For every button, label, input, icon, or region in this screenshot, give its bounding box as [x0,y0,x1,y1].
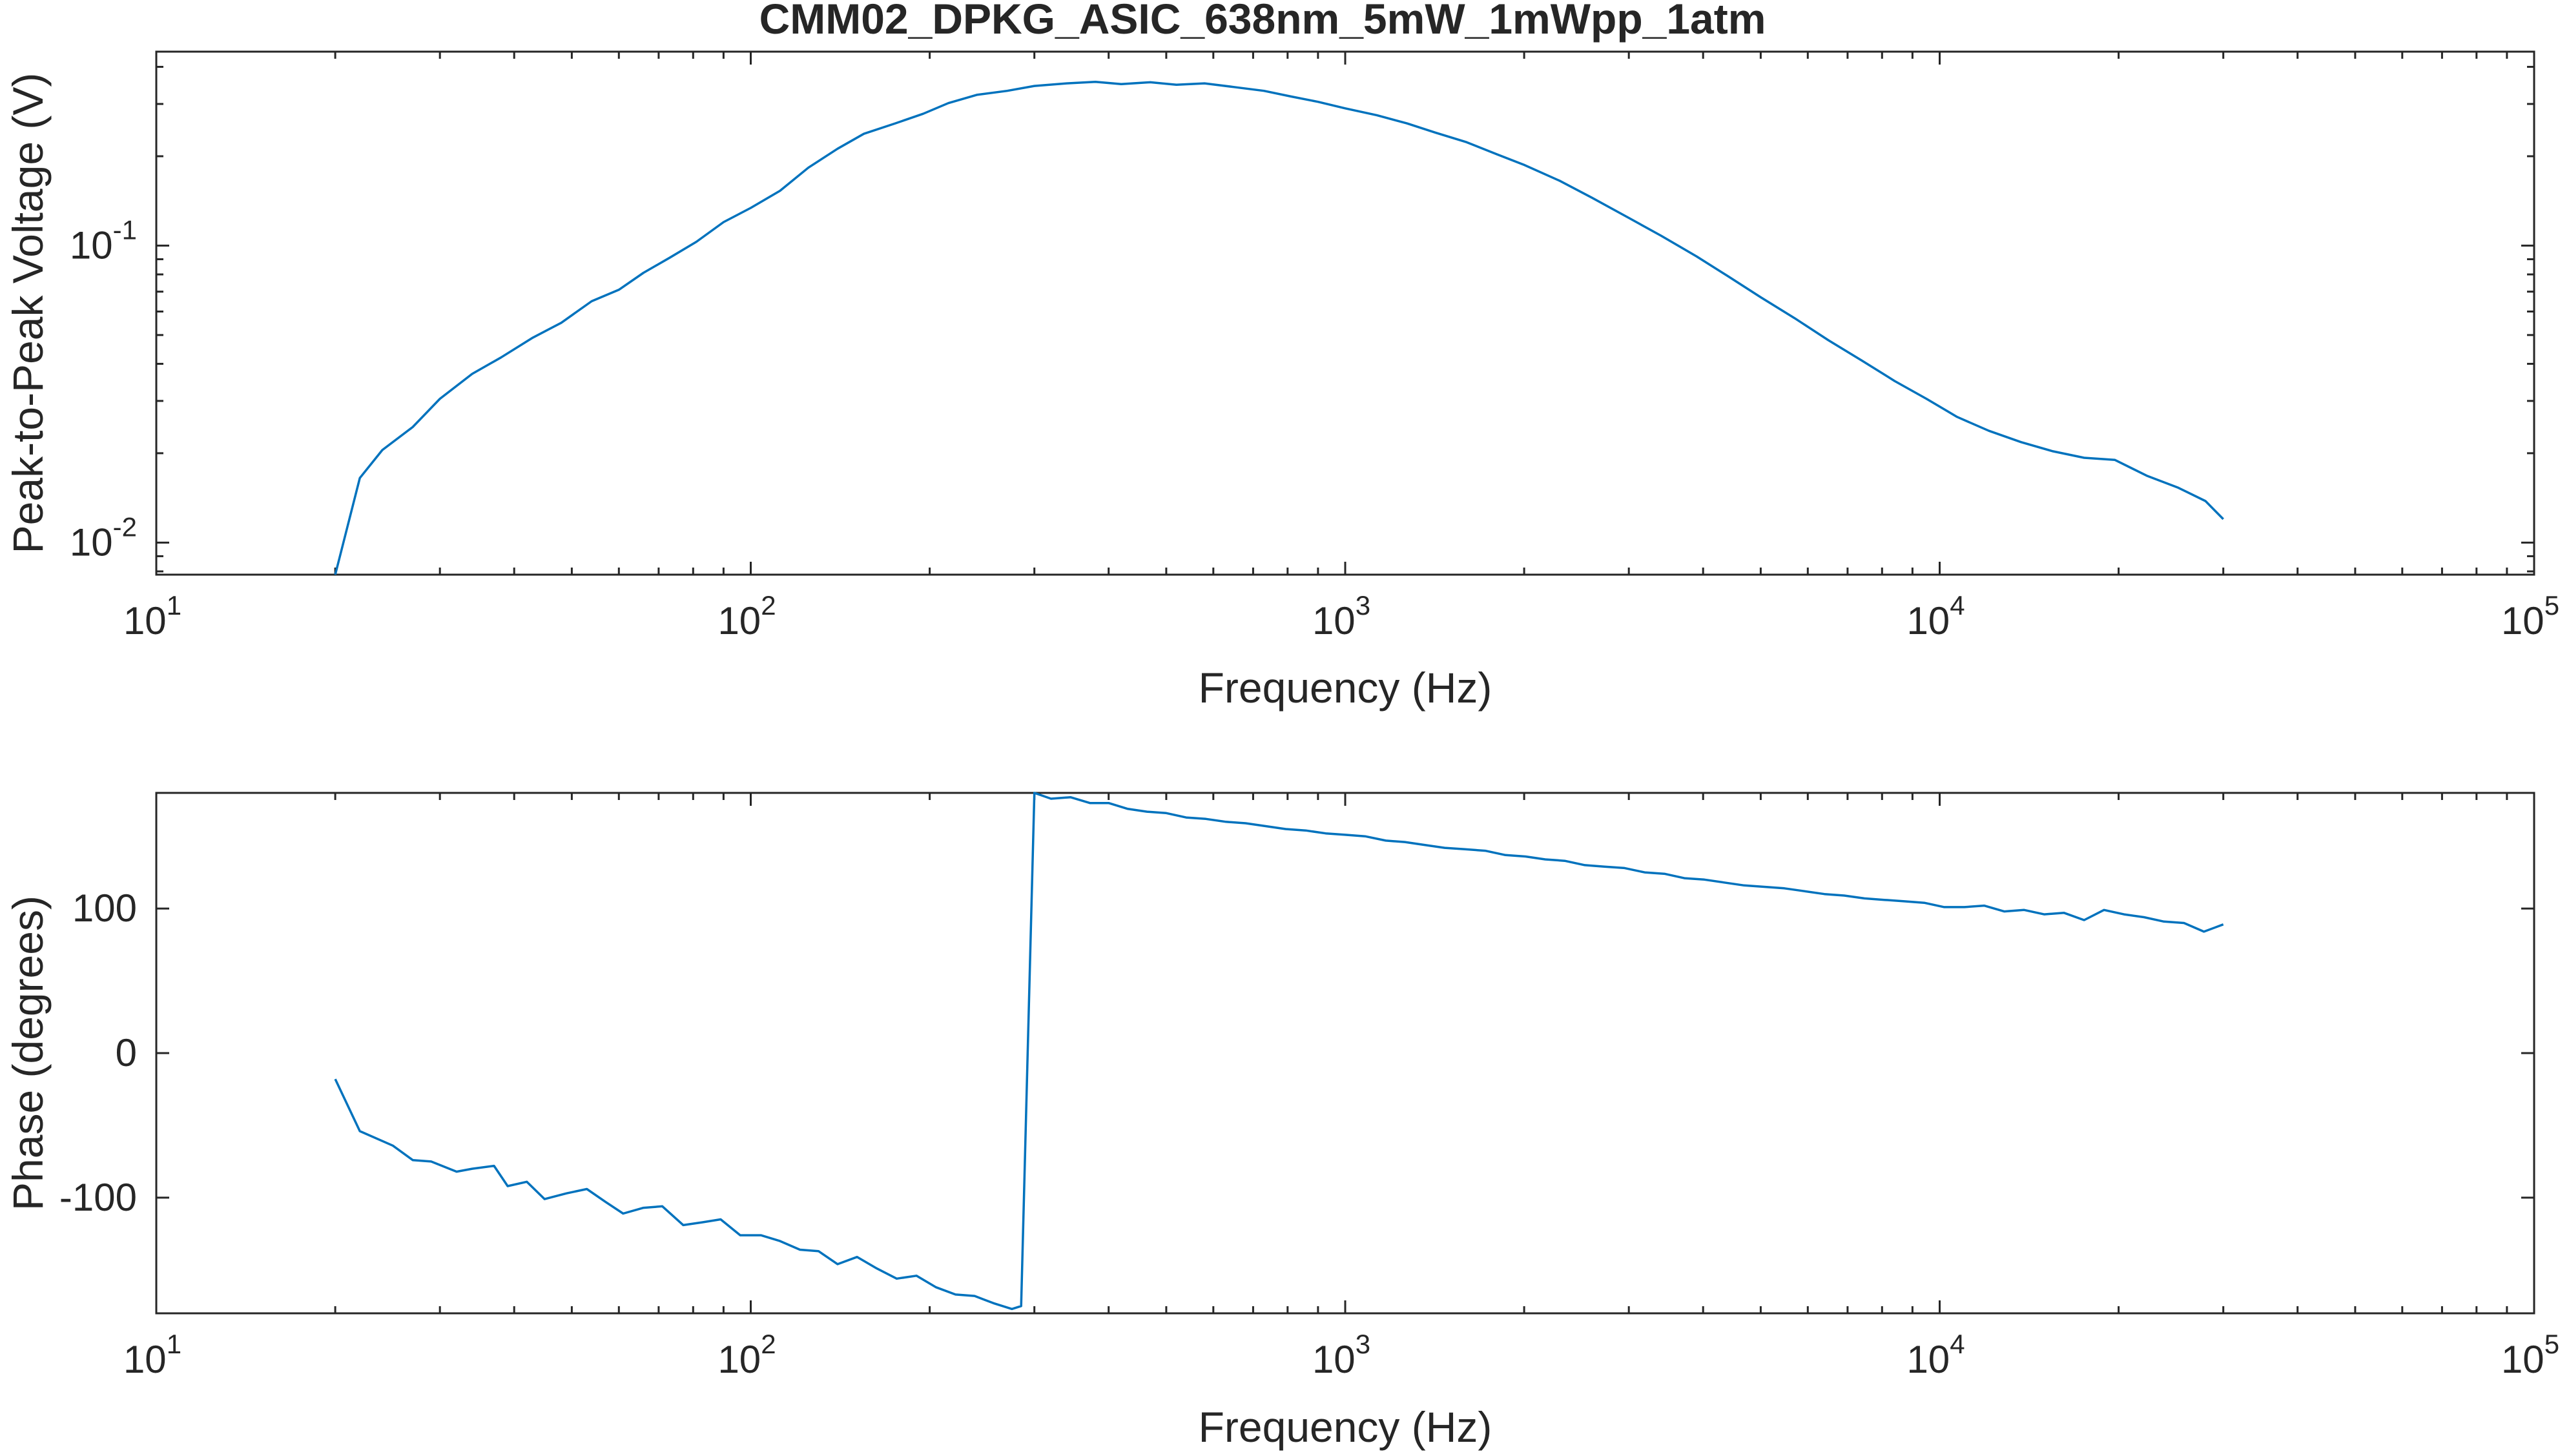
phase-x-tick-label: 104 [1906,1329,1965,1381]
phase-x-axis-label: Frequency (Hz) [1199,1403,1492,1451]
tick-exponent: 1 [167,590,181,620]
tick-exponent: 1 [167,1329,181,1359]
tick-base: 10 [1906,1338,1950,1381]
tick-exponent: -2 [113,511,137,542]
tick-base: 10 [1906,599,1950,642]
phase-x-tick-label: 102 [717,1329,776,1381]
tick-exponent: 2 [761,1329,776,1359]
phase-axes-box [155,792,2535,1315]
tick-base: 10 [1312,599,1356,642]
tick-exponent: 5 [2544,590,2559,620]
tick-base: 10 [717,1338,761,1381]
tick-base: 10 [2501,599,2544,642]
phase-y-tick-label: 0 [116,1031,137,1074]
magnitude-axes-box [155,50,2535,576]
chart-title: CMM02_DPKG_ASIC_638nm_5mW_1mWpp_1atm [759,0,1766,43]
magnitude-x-tick-label: 101 [123,590,181,642]
magnitude-x-tick-label: 102 [717,590,776,642]
tick-exponent: 3 [1356,1329,1370,1359]
tick-exponent: 3 [1356,590,1370,620]
tick-base: 10 [2501,1338,2544,1381]
tick-exponent: 4 [1950,1329,1965,1359]
magnitude-y-tick-label: 10-1 [70,214,137,267]
phase-x-ticks: 101 102 103 104 105 [123,793,2559,1381]
tick-exponent: 5 [2544,1329,2559,1359]
magnitude-plot: 101 102 103 104 105 10-210-1 Frequency (Hz) … [4,50,2559,712]
magnitude-x-tick-label: 103 [1312,590,1370,642]
magnitude-y-axis-label: Peak-to-Peak Voltage (V) [4,73,52,554]
phase-y-axis-label: Phase (degrees) [4,896,52,1211]
phase-y-tick-label: -100 [59,1176,137,1219]
magnitude-series-line [334,81,2224,575]
tick-base: 10 [717,599,761,642]
magnitude-x-tick-label: 105 [2501,590,2559,642]
phase-x-tick-label: 105 [2501,1329,2559,1381]
phase-y-ticks: -100 0 100 [59,887,2534,1219]
tick-base: 10 [70,223,113,267]
magnitude-x-ticks: 101 102 103 104 105 [123,52,2559,642]
tick-base: 10 [70,520,113,564]
tick-exponent: -1 [113,214,137,245]
tick-exponent: 4 [1950,590,1965,620]
phase-series-line [334,792,2224,1311]
magnitude-y-ticks: 10-210-1 [70,66,2534,573]
magnitude-y-tick-label: 10-2 [70,511,137,564]
magnitude-x-axis-label: Frequency (Hz) [1199,664,1492,712]
tick-base: 10 [1312,1338,1356,1381]
tick-exponent: 2 [761,590,776,620]
phase-x-tick-label: 103 [1312,1329,1370,1381]
tick-base: 10 [123,599,167,642]
phase-y-tick-label: 100 [72,887,137,930]
magnitude-x-tick-label: 104 [1906,590,1965,642]
tick-base: 10 [123,1338,167,1381]
phase-x-tick-label: 101 [123,1329,181,1381]
